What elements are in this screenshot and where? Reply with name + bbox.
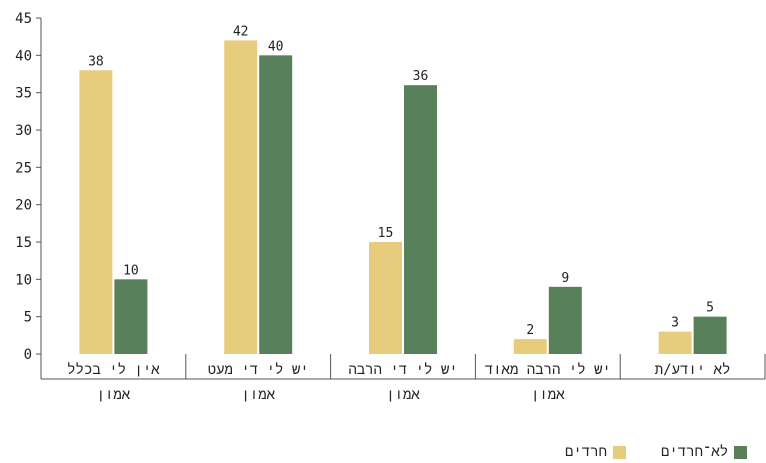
bar	[224, 40, 258, 355]
data-label: 5	[706, 301, 714, 316]
x-category-label: לא יודע/ת	[655, 362, 731, 378]
bar	[404, 85, 437, 354]
x-category-label: אמון	[386, 387, 420, 403]
bar	[114, 279, 148, 354]
data-label: 2	[526, 323, 534, 338]
bar	[513, 339, 547, 354]
bar	[259, 55, 293, 354]
bar	[79, 70, 113, 355]
y-tick-label: 35	[15, 86, 32, 102]
data-label: 40	[268, 39, 284, 54]
x-category-label: אין לי בכלל	[67, 362, 160, 378]
legend-label-haredim: חרדים	[565, 443, 608, 460]
legend-label-non-haredim: לא־חרדים	[661, 443, 729, 460]
data-label-bg	[703, 299, 718, 315]
x-category-label: יש לי די מעט	[208, 362, 309, 378]
data-label-bg	[374, 225, 397, 240]
data-label-bg	[264, 38, 287, 54]
x-category-label: אמון	[97, 387, 131, 403]
bar	[369, 242, 402, 354]
y-tick-label: 20	[15, 198, 32, 214]
y-tick-label: 5	[24, 310, 32, 326]
data-label: 10	[123, 263, 139, 278]
y-tick-label: 45	[15, 11, 32, 27]
x-category-label: אמון	[241, 387, 275, 403]
y-tick-label: 40	[15, 48, 32, 64]
y-tick-label: 0	[24, 347, 32, 363]
x-category-label: אמון	[531, 387, 565, 403]
data-label-bg	[229, 23, 252, 39]
y-tick-label: 30	[15, 123, 32, 139]
bar	[658, 331, 692, 354]
data-label: 15	[378, 226, 394, 241]
bar	[693, 316, 727, 354]
data-label: 9	[561, 271, 569, 286]
data-label: 36	[413, 69, 429, 84]
legend-swatch-non-haredim	[734, 445, 748, 459]
data-label-bg	[523, 322, 538, 338]
data-label: 3	[671, 316, 679, 331]
x-category-label: יש לי הרבה מאוד	[485, 362, 611, 378]
data-label-bg	[119, 262, 142, 278]
legend-item-non-haredim: לא־חרדים	[661, 443, 748, 460]
y-tick-label: 15	[15, 235, 32, 251]
data-label: 38	[88, 54, 104, 69]
bar	[548, 286, 582, 354]
data-label-bg	[668, 314, 683, 330]
legend-item-haredim: חרדים	[565, 443, 627, 460]
legend-swatch-haredim	[613, 445, 627, 459]
data-label: 42	[233, 24, 249, 39]
data-label-bg	[409, 68, 432, 84]
y-tick-label: 25	[15, 160, 32, 176]
x-category-label: יש לי די הרבה	[348, 362, 457, 378]
y-tick-label: 10	[15, 272, 32, 288]
data-label-bg	[558, 269, 573, 285]
data-label-bg	[84, 53, 107, 69]
